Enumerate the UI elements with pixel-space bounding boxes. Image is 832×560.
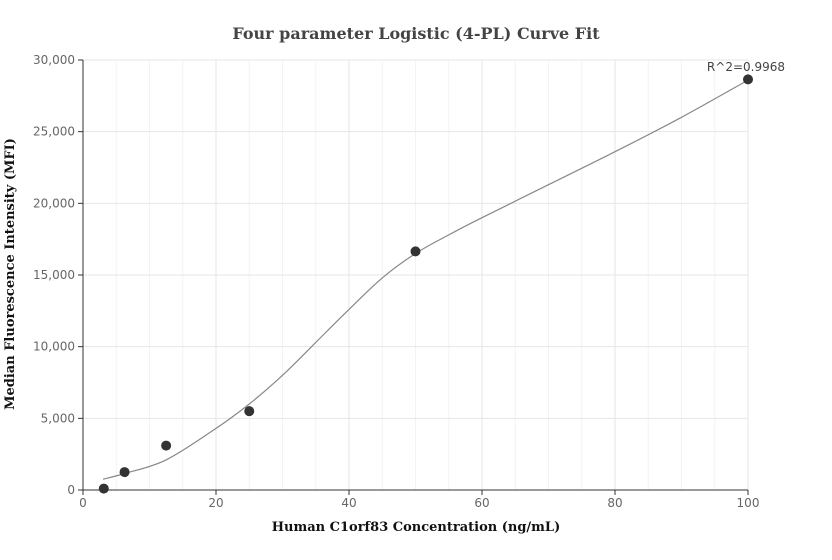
x-tick-label: 0 <box>79 496 87 510</box>
x-axis-title: Human C1orf83 Concentration (ng/mL) <box>272 520 560 535</box>
major-gridlines <box>83 59 749 490</box>
y-axis-title: Median Fluorescence Intensity (MFI) <box>3 138 18 410</box>
y-tick-label: 30,000 <box>33 53 75 67</box>
x-tick-label: 80 <box>607 496 622 510</box>
x-tick-label: 60 <box>474 496 489 510</box>
data-point <box>98 483 109 494</box>
y-tick-label: 5,000 <box>41 411 75 425</box>
tick-labels: 0 20 40 60 80 100 0 5,000 10,000 15,000 20,000 25,0… <box>33 53 759 510</box>
y-tick-label: 20,000 <box>33 196 75 210</box>
fit-curve-group <box>102 79 749 480</box>
y-tick-label: 0 <box>67 483 75 497</box>
chart-title: Four parameter Logistic (4-PL) Curve Fit <box>232 24 600 43</box>
data-point <box>119 467 130 478</box>
data-point <box>161 440 172 451</box>
data-points <box>98 74 753 494</box>
x-tick-label: 20 <box>208 496 223 510</box>
x-tick-label: 100 <box>737 496 760 510</box>
r-squared-annotation: R^2=0.9968 <box>707 60 785 74</box>
y-tick-label: 10,000 <box>33 340 75 354</box>
data-point <box>743 74 753 85</box>
fit-curve-line <box>102 79 749 480</box>
data-point <box>244 406 255 417</box>
x-tick-label: 40 <box>341 496 356 510</box>
axes <box>78 59 749 495</box>
data-point <box>410 246 421 257</box>
y-tick-label: 25,000 <box>33 125 75 139</box>
y-tick-label: 15,000 <box>33 268 75 282</box>
